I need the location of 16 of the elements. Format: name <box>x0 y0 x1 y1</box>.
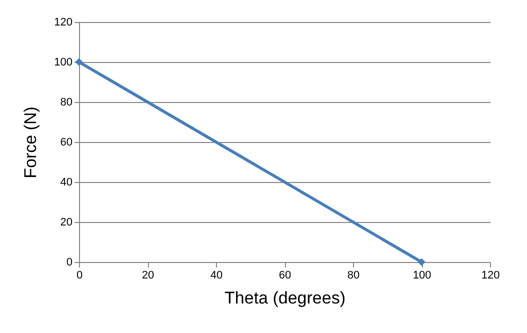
x-tick-label: 80 <box>347 270 360 282</box>
y-tick-label: 100 <box>54 56 72 68</box>
x-axis-title: Theta (degrees) <box>224 288 346 308</box>
x-tick-label: 20 <box>142 270 154 282</box>
y-tick-label: 80 <box>60 96 72 108</box>
y-tick-label: 60 <box>60 136 72 148</box>
y-tick-label: 20 <box>60 216 72 228</box>
x-tick-label: 0 <box>76 270 83 282</box>
y-tick-label: 120 <box>54 16 72 28</box>
x-tick-label: 100 <box>412 270 432 282</box>
y-tick-label: 40 <box>60 176 72 188</box>
x-tick-label: 40 <box>210 270 223 282</box>
y-tick-label: 0 <box>66 256 72 268</box>
x-tick-label: 120 <box>481 270 500 282</box>
y-axis-title: Force (N) <box>21 106 40 178</box>
x-tick-label: 60 <box>278 270 292 282</box>
